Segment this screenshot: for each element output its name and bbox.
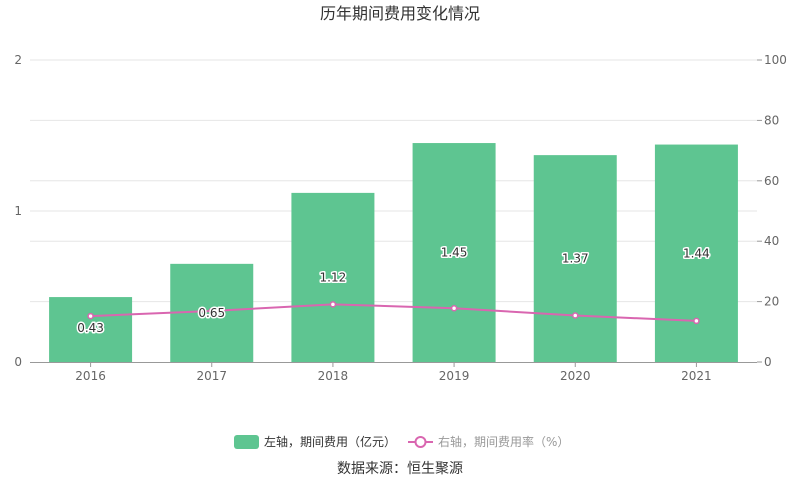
y-right-tick-label: 40 bbox=[764, 234, 779, 248]
y-right-tick-label: 60 bbox=[764, 174, 779, 188]
legend-item-expenses[interactable]: 左轴，期间费用（亿元） bbox=[234, 434, 396, 449]
bar bbox=[291, 192, 375, 362]
legend-swatch-bar bbox=[234, 435, 259, 449]
legend-swatch-marker bbox=[414, 436, 427, 448]
legend[interactable]: 左轴，期间费用（亿元） 右轴，期间费用率（%） bbox=[234, 434, 569, 449]
x-tick-label: 2019 bbox=[439, 369, 470, 383]
y-right-tick-label: 80 bbox=[764, 113, 779, 127]
bars bbox=[49, 143, 738, 362]
y-left-tick-label: 2 bbox=[14, 53, 22, 67]
line-series bbox=[87, 301, 700, 325]
y-left-tick-label: 1 bbox=[14, 204, 22, 218]
bar bbox=[654, 144, 738, 362]
x-tick-label: 2020 bbox=[560, 369, 591, 383]
bar-data-label: 0.43 bbox=[77, 321, 104, 335]
x-tick-label: 2021 bbox=[681, 369, 712, 383]
bar bbox=[412, 143, 496, 362]
bar-data-label: 1.45 bbox=[441, 246, 468, 260]
data-labels: 0.43 0.65 1.12 1.45 1.37 1.44 bbox=[76, 244, 712, 337]
x-tick-label: 2016 bbox=[75, 369, 106, 383]
x-tick-label: 2017 bbox=[196, 369, 227, 383]
bar-data-label: 1.44 bbox=[683, 246, 710, 260]
line-point bbox=[87, 312, 94, 320]
source-note: 数据来源：恒生聚源 bbox=[337, 461, 463, 477]
grid bbox=[30, 59, 757, 303]
y-right-tick-label: 100 bbox=[764, 53, 787, 67]
legend-item-expense-ratio[interactable]: 右轴，期间费用率（%） bbox=[408, 434, 569, 449]
line-point bbox=[450, 304, 458, 312]
line-point bbox=[329, 301, 337, 308]
legend-label: 右轴，期间费用率（%） bbox=[438, 434, 569, 449]
line-point bbox=[572, 312, 579, 319]
bar-data-label: 0.65 bbox=[198, 306, 225, 320]
line-point bbox=[693, 317, 700, 325]
chart-title: 历年期间费用变化情况 bbox=[320, 4, 480, 23]
y-left-tick-label: 0 bbox=[14, 355, 22, 369]
line-point bbox=[208, 307, 215, 315]
y-right-tick-label: 0 bbox=[764, 355, 772, 369]
legend-label: 左轴，期间费用（亿元） bbox=[264, 434, 396, 449]
bar bbox=[533, 155, 617, 362]
bar-data-label: 1.12 bbox=[320, 270, 347, 284]
y-right-tick-label: 20 bbox=[764, 295, 779, 309]
bar bbox=[49, 297, 133, 362]
x-tick-label: 2018 bbox=[318, 369, 349, 383]
line-series-path bbox=[90, 303, 697, 322]
bar-data-label: 1.37 bbox=[562, 252, 589, 266]
